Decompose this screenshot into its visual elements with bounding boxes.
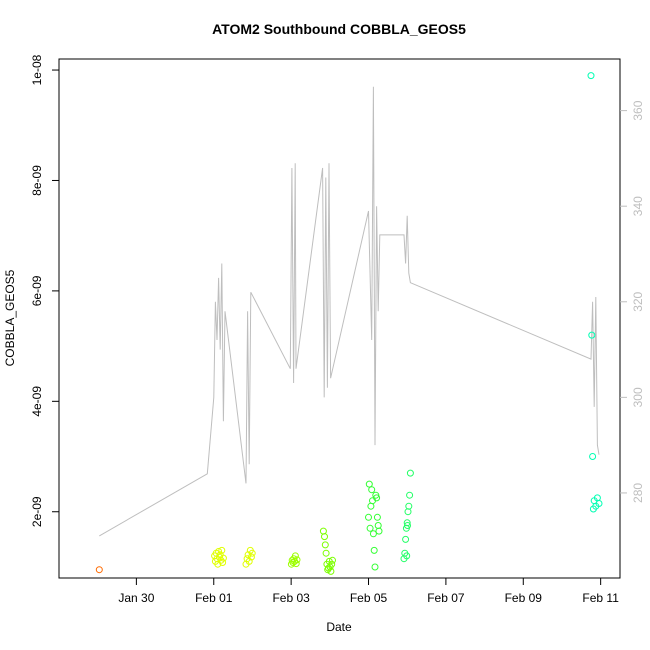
data-point: [365, 513, 372, 521]
data-point: [402, 535, 410, 543]
y2-tick-label: 360: [631, 100, 645, 120]
y-tick-label: 4e-09: [30, 386, 44, 417]
data-point: [329, 556, 336, 564]
data-point: [322, 549, 330, 557]
x-axis: Jan 30 Feb 01 Feb 03 Feb 05 Feb 07 Feb 09 Feb …: [118, 578, 619, 605]
data-point: [405, 502, 413, 510]
data-point: [373, 513, 381, 521]
y2-tick-label: 340: [631, 196, 645, 216]
y-tick-label: 6e-09: [30, 275, 44, 306]
data-point: [366, 524, 374, 532]
data-point: [95, 566, 103, 574]
y-tick-label: 2e-09: [30, 496, 44, 527]
data-point: [368, 486, 376, 494]
data-point: [219, 554, 227, 562]
y2-tick-label: 300: [631, 387, 645, 407]
x-tick-label: Jan 30: [118, 591, 154, 605]
chart-title: ATOM2 Southbound COBBLA_GEOS5: [212, 21, 466, 37]
x-tick-label: Feb 05: [350, 591, 388, 605]
data-point: [587, 72, 595, 80]
data-point: [321, 541, 329, 549]
x-tick-label: Feb 07: [427, 591, 465, 605]
data-point: [595, 500, 603, 507]
y2-tick-label: 320: [631, 291, 645, 311]
data-point: [589, 505, 597, 513]
data-point: [319, 527, 327, 535]
data-point: [403, 519, 411, 527]
series-line: [99, 86, 600, 537]
data-point: [374, 522, 382, 529]
line-layer: [99, 86, 600, 537]
x-tick-label: Feb 01: [195, 591, 233, 605]
data-point: [406, 469, 414, 477]
y2-tick-label: 280: [631, 483, 645, 503]
data-point: [588, 331, 596, 339]
y-axis: 2e-09 4e-09 6e-09 8e-09 1e-08: [30, 54, 59, 527]
data-point: [291, 552, 299, 560]
data-point: [248, 549, 256, 557]
plot-frame: [58, 58, 621, 579]
right-y-axis: 280 300 320 340 360: [620, 100, 645, 503]
y-tick-label: 1e-08: [30, 54, 44, 85]
y-axis-label: COBBLA_GEOS5: [3, 269, 17, 366]
data-point: [589, 453, 597, 460]
data-point: [293, 556, 301, 564]
data-point: [321, 533, 328, 541]
x-tick-label: Feb 09: [505, 591, 543, 605]
data-point: [217, 556, 225, 564]
data-point: [370, 546, 378, 554]
data-point: [327, 567, 335, 575]
data-point: [219, 559, 227, 566]
data-point: [328, 560, 336, 568]
data-point: [404, 522, 411, 529]
x-tick-label: Feb 03: [272, 591, 310, 605]
data-point: [218, 546, 226, 554]
data-point: [247, 553, 255, 561]
data-point: [371, 563, 379, 571]
data-point: [245, 557, 253, 565]
y-tick-label: 8e-09: [30, 165, 44, 196]
point-layer: [95, 72, 603, 575]
data-point: [365, 480, 373, 488]
data-point: [373, 494, 381, 502]
x-axis-label: Date: [326, 620, 352, 634]
data-point: [406, 491, 414, 499]
data-point: [369, 530, 377, 538]
x-tick-label: Feb 11: [582, 591, 619, 605]
data-point: [403, 552, 411, 560]
data-point: [375, 527, 383, 535]
data-point: [292, 560, 300, 568]
